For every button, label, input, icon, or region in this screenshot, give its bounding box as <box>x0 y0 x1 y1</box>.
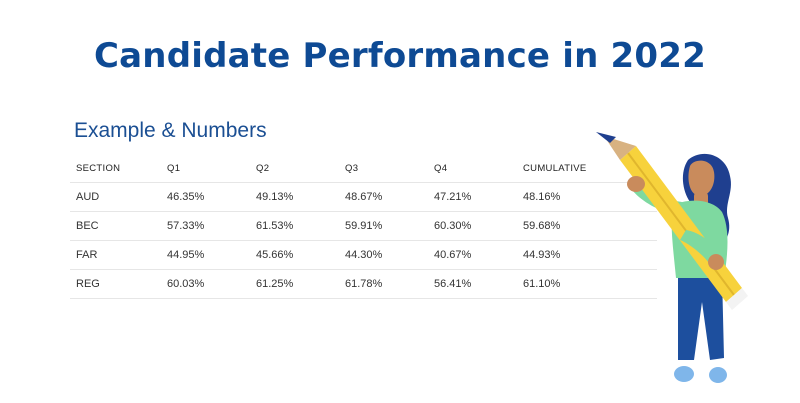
table-row: AUD 46.35% 49.13% 48.67% 47.21% 48.16% <box>70 182 657 212</box>
table-row: BEC 57.33% 61.53% 59.91% 60.30% 59.68% <box>70 211 657 241</box>
right-shoe-shape <box>709 367 727 383</box>
table-cell: 44.93% <box>517 240 657 270</box>
column-header-q2: Q2 <box>250 155 339 183</box>
performance-table: SECTION Q1 Q2 Q3 Q4 CUMULATIVE AUD 46.35… <box>70 155 657 299</box>
table-cell: 61.10% <box>517 269 657 299</box>
pencil-ferrule-shape <box>726 288 748 310</box>
table-cell: AUD <box>70 182 161 212</box>
table-cell: 59.68% <box>517 211 657 241</box>
table-cell: 61.53% <box>250 211 339 241</box>
table-cell: 45.66% <box>250 240 339 270</box>
table-cell: REG <box>70 269 161 299</box>
column-header-section: SECTION <box>70 155 161 183</box>
table-cell: 46.35% <box>161 182 250 212</box>
column-header-q4: Q4 <box>428 155 517 183</box>
column-header-q3: Q3 <box>339 155 428 183</box>
table-cell: 61.78% <box>339 269 428 299</box>
table-cell: FAR <box>70 240 161 270</box>
table-cell: 56.41% <box>428 269 517 299</box>
table-row: REG 60.03% 61.25% 61.78% 56.41% 61.10% <box>70 269 657 299</box>
table-cell: 40.67% <box>428 240 517 270</box>
table-cell: 59.91% <box>339 211 428 241</box>
right-arm-shape <box>680 230 720 264</box>
face-shape <box>688 160 715 196</box>
lower-hand-shape <box>708 254 724 270</box>
table-subtitle: Example & Numbers <box>74 119 267 142</box>
left-shoe-shape <box>674 366 694 382</box>
pencil-lead-shape <box>596 132 616 143</box>
page-title: Candidate Performance in 2022 <box>94 36 706 76</box>
table-row: FAR 44.95% 45.66% 44.30% 40.67% 44.93% <box>70 240 657 270</box>
pencil-wood-tip-shape <box>604 136 636 160</box>
pencil-stripe-shape <box>627 152 735 296</box>
column-header-q1: Q1 <box>161 155 250 183</box>
table-cell: 44.95% <box>161 240 250 270</box>
table-cell: 61.25% <box>250 269 339 299</box>
table-cell: BEC <box>70 211 161 241</box>
table-cell: 44.30% <box>339 240 428 270</box>
table-cell: 60.30% <box>428 211 517 241</box>
table-cell: 49.13% <box>250 182 339 212</box>
table-cell: 57.33% <box>161 211 250 241</box>
woman-holding-pencil-illustration <box>596 132 748 383</box>
table-cell: 47.21% <box>428 182 517 212</box>
table-header-row: SECTION Q1 Q2 Q3 Q4 CUMULATIVE <box>70 155 657 183</box>
table-cell: 48.67% <box>339 182 428 212</box>
pants-shape <box>678 274 724 360</box>
table-cell: 60.03% <box>161 269 250 299</box>
upper-hand-shape <box>627 176 645 192</box>
